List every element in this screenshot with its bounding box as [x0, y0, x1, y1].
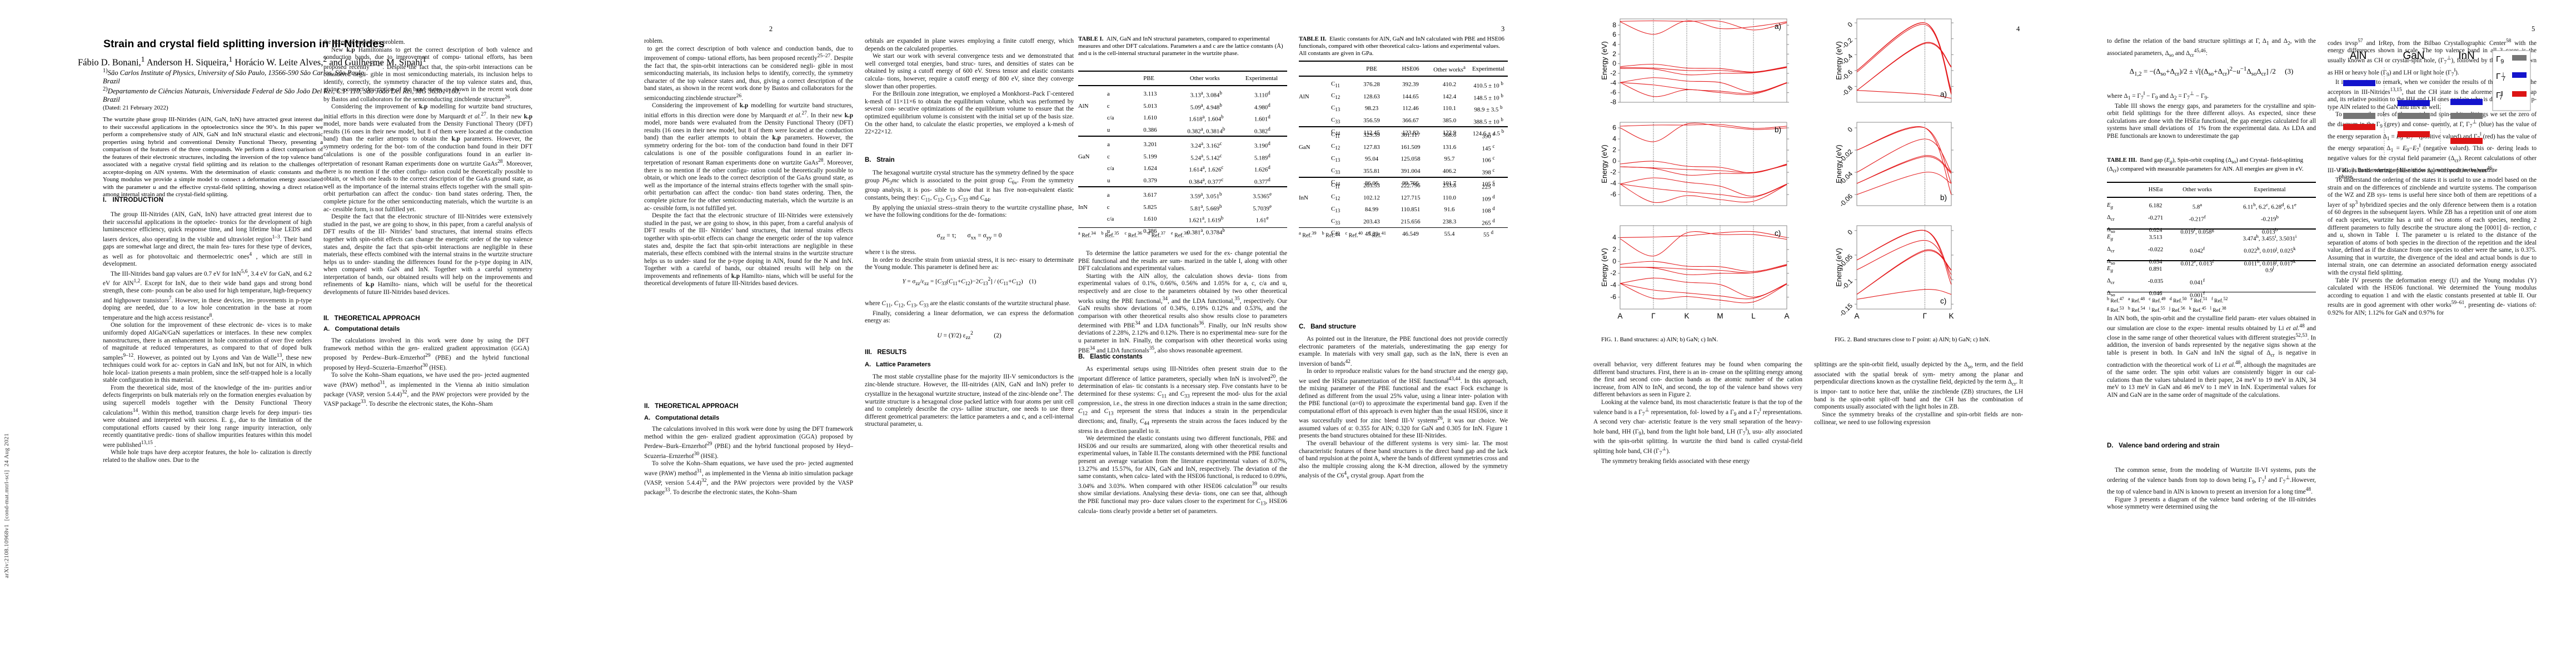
svg-text:AlN: AlN: [2350, 50, 2367, 62]
svg-text:-2: -2: [1610, 69, 1616, 77]
svg-text:2: 2: [1612, 146, 1616, 154]
svg-text:a): a): [1775, 22, 1781, 31]
svg-text:2: 2: [1612, 245, 1616, 253]
svg-text:-0.06: -0.06: [1838, 192, 1854, 208]
svg-text:c): c): [1775, 229, 1781, 237]
svg-text:-4: -4: [1610, 79, 1616, 87]
svg-text:-6: -6: [1610, 191, 1616, 198]
svg-text:A: A: [1784, 312, 1789, 320]
svg-text:Energy (eV): Energy (eV): [1835, 145, 1843, 183]
svg-text:0: 0: [1846, 228, 1854, 236]
svg-text:K: K: [1949, 312, 1954, 320]
svg-text:0: 0: [1846, 126, 1854, 134]
svg-text:-2: -2: [1610, 168, 1616, 176]
svg-text:-0.8: -0.8: [1841, 84, 1855, 98]
svg-text:InN: InN: [2458, 50, 2475, 62]
svg-text:a): a): [1940, 90, 1947, 98]
svg-text:-0.15: -0.15: [1838, 302, 1854, 318]
svg-text:K: K: [1684, 312, 1689, 320]
svg-text:L: L: [1751, 312, 1756, 320]
svg-text:4: 4: [1612, 233, 1616, 241]
svg-text:GaN: GaN: [2403, 50, 2424, 62]
svg-text:Energy (eV): Energy (eV): [1835, 41, 1843, 79]
svg-text:-4: -4: [1610, 281, 1616, 289]
svg-text:Γ: Γ: [1651, 312, 1656, 320]
svg-text:-4: -4: [1610, 180, 1616, 187]
svg-text:Energy (eV): Energy (eV): [1600, 41, 1608, 79]
svg-text:Energy (eV): Energy (eV): [1600, 248, 1608, 286]
svg-text:6: 6: [1612, 124, 1616, 132]
svg-text:-8: -8: [1610, 98, 1616, 106]
svg-text:4: 4: [1612, 135, 1616, 143]
svg-text:Energy (eV): Energy (eV): [1835, 248, 1843, 286]
svg-text:4: 4: [1612, 41, 1616, 48]
svg-text:Γ‖7: Γ‖ 7: [2496, 91, 2503, 101]
svg-text:0: 0: [1612, 157, 1616, 165]
svg-text:-2: -2: [1610, 269, 1616, 277]
svg-text:M: M: [1717, 312, 1723, 320]
svg-text:-6: -6: [1610, 88, 1616, 96]
svg-text:Energy (eV): Energy (eV): [1600, 145, 1608, 183]
svg-text:b): b): [1775, 126, 1781, 134]
svg-text:0: 0: [1846, 21, 1854, 29]
svg-text:0: 0: [1612, 257, 1616, 265]
svg-text:0: 0: [1612, 59, 1616, 67]
svg-text:A: A: [1617, 312, 1622, 320]
svg-text:Γ: Γ: [1923, 312, 1927, 320]
svg-text:8: 8: [1612, 21, 1616, 29]
svg-text:-6: -6: [1610, 293, 1616, 301]
svg-text:c): c): [1940, 297, 1946, 305]
svg-text:b): b): [1940, 193, 1947, 202]
svg-text:6: 6: [1612, 31, 1616, 38]
svg-text:A: A: [1854, 312, 1859, 320]
svg-text:2: 2: [1612, 50, 1616, 58]
